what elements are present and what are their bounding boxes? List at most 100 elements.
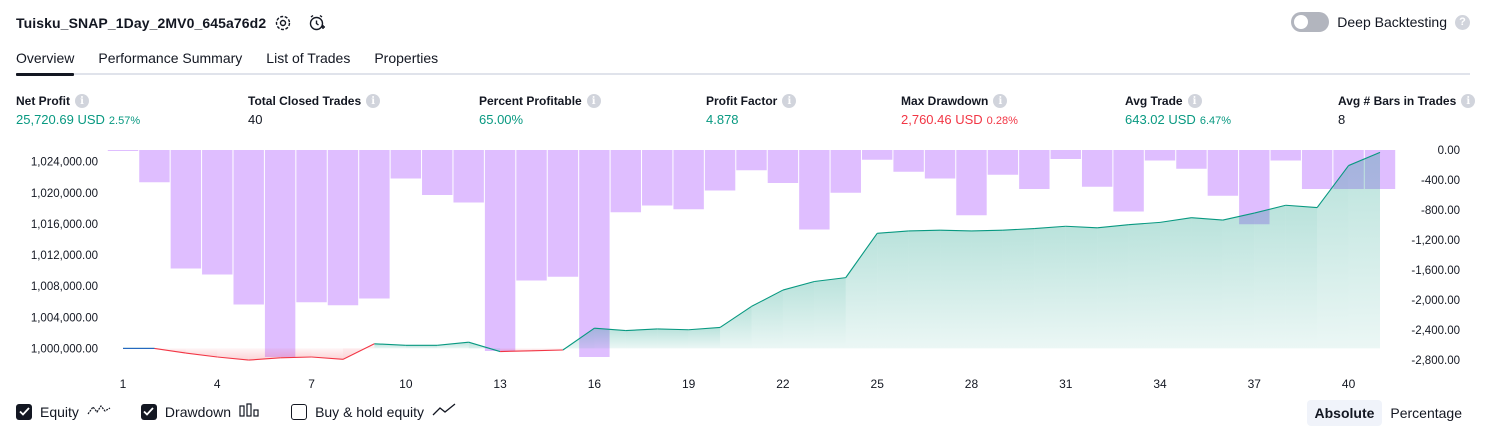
metric-value: 8: [1338, 112, 1346, 127]
info-icon[interactable]: i: [782, 94, 797, 108]
drawdown-bar: [422, 150, 453, 195]
drawdown-bar: [453, 150, 484, 203]
deep-backtesting-label: Deep Backtesting: [1337, 14, 1447, 30]
equity-line-segment: [940, 229, 972, 232]
buy-hold-checkbox[interactable]: [291, 403, 308, 420]
equity-line-segment: [1222, 212, 1255, 221]
equity-line-segment: [342, 343, 375, 360]
x-axis-tick: 28: [965, 377, 979, 391]
drawdown-bar: [1176, 150, 1207, 169]
equity-checkbox[interactable]: [16, 403, 32, 420]
tab-properties[interactable]: Properties: [374, 50, 439, 66]
drawdown-bar: [704, 150, 736, 191]
equity-line-segment: [625, 328, 658, 332]
equity-area-segment: [1002, 228, 1035, 349]
right-y-axis: 0.00 -400.00 -800.00 -1,200.00 -1,600.00 -2,0…: [1411, 145, 1460, 367]
info-icon[interactable]: i: [1187, 94, 1202, 108]
metric-value: 643.02 USD: [1125, 112, 1196, 127]
info-icon[interactable]: i: [586, 94, 601, 108]
drawdown-bar: [673, 150, 704, 210]
info-icon[interactable]: i: [75, 94, 89, 108]
equity-line-segment: [468, 341, 501, 353]
right-axis-tick: -1,200.00: [1411, 235, 1460, 247]
legend-item-buy-hold[interactable]: Buy & hold equity: [291, 403, 456, 420]
left-axis-tick: 1,000,000.00: [31, 343, 98, 355]
legend-item-drawdown[interactable]: Drawdown: [140, 403, 261, 420]
equity-area-segment: [1317, 165, 1349, 349]
metric-percent: 2.57%: [108, 115, 141, 127]
drawdown-bar: [642, 150, 673, 206]
drawdown-bar: [736, 150, 767, 171]
metric-max-drawdown: Max Drawdown i 2,760.46 USD 0.28%: [901, 94, 1018, 127]
add-alert-icon[interactable]: [306, 12, 328, 34]
info-icon[interactable]: i: [366, 94, 381, 108]
deep-backtesting-toggle[interactable]: [1291, 12, 1330, 32]
equity-line-segment: [1065, 225, 1098, 229]
absolute-button[interactable]: Absolute: [1306, 400, 1383, 426]
percentage-button[interactable]: Percentage: [1390, 405, 1462, 421]
equity-line-segment: [1159, 217, 1192, 223]
x-axis-tick: 40: [1342, 377, 1356, 391]
metric-profit-factor: Profit Factor i 4.878: [706, 94, 797, 127]
equity-line-segment: [1254, 204, 1286, 214]
tab-performance-summary[interactable]: Performance Summary: [98, 50, 243, 66]
drawdown-bar: [956, 150, 987, 216]
drawdown-bar: [296, 150, 327, 303]
drawdown-bar: [830, 150, 861, 193]
left-axis-tick: 1,016,000.00: [31, 219, 98, 231]
metric-total-closed-trades: Total Closed Trades i 40: [248, 94, 381, 127]
metric-label: Profit Factor: [706, 94, 778, 108]
drawdown-bar: [861, 150, 893, 160]
equity-area-segment: [594, 328, 626, 349]
info-icon[interactable]: i: [993, 94, 1008, 108]
tab-list-of-trades[interactable]: List of Trades: [266, 50, 351, 66]
equity-line-segment: [971, 229, 1003, 232]
tab-overview[interactable]: Overview: [16, 48, 75, 76]
equity-drawdown-chart[interactable]: 1,024,000.00 1,020,000.00 1,016,000.00 1,01…: [0, 140, 1486, 396]
metric-percent-profitable: Percent Profitable i 65.00%: [479, 94, 601, 127]
legend-label: Buy & hold equity: [315, 403, 425, 420]
left-axis-tick: 1,020,000.00: [31, 188, 98, 200]
left-axis-tick: 1,004,000.00: [31, 312, 98, 324]
drawdown-bar: [390, 150, 422, 179]
chart-legend: Equity Drawdown Buy & hold equity: [16, 403, 486, 420]
equity-line-segment: [248, 357, 281, 361]
settings-icon[interactable]: [272, 12, 294, 34]
equity-line-segment: [1191, 217, 1223, 221]
buy-hold-line-icon: [432, 403, 456, 420]
x-axis-tick: 31: [1059, 377, 1073, 391]
right-axis-tick: 0.00: [1438, 145, 1460, 157]
x-axis-tick: 7: [308, 377, 315, 391]
equity-line-segment: [657, 328, 689, 331]
value-mode-switch: Absolute Percentage: [1306, 400, 1471, 426]
equity-line-segment: [1034, 225, 1066, 230]
equity-line-segment: [531, 349, 563, 352]
drawdown-checkbox[interactable]: [140, 403, 157, 420]
equity-area-segment: [1034, 226, 1066, 349]
equity-line-segment: [1285, 204, 1318, 209]
legend-item-equity[interactable]: Equity: [16, 403, 111, 420]
help-icon[interactable]: ?: [1455, 14, 1470, 30]
drawdown-bar: [484, 150, 516, 351]
equity-line-segment: [1348, 151, 1381, 167]
equity-line-segment: [217, 356, 249, 361]
equity-area-segment: [720, 306, 752, 349]
equity-area-segment: [374, 343, 406, 349]
metric-value: 2,760.46 USD: [901, 112, 983, 127]
drawdown-bar: [139, 150, 170, 183]
x-axis-tick: 37: [1248, 377, 1262, 391]
equity-area-segment: [814, 277, 846, 349]
metric-label: Total Closed Trades: [248, 94, 362, 108]
equity-line-segment: [154, 347, 186, 354]
left-axis-tick: 1,012,000.00: [31, 250, 98, 262]
x-axis-tick: 19: [682, 377, 696, 391]
x-axis-tick: 34: [1153, 377, 1167, 391]
drawdown-series: [107, 150, 1396, 357]
equity-area: [154, 152, 1380, 361]
info-icon[interactable]: i: [1461, 94, 1476, 108]
metric-value: 25,720.69 USD: [16, 112, 105, 127]
x-axis-tick: 13: [493, 377, 507, 391]
equity-line-segment: [877, 230, 909, 234]
drawdown-bar: [516, 150, 547, 281]
drawdown-bar: [1050, 150, 1081, 159]
